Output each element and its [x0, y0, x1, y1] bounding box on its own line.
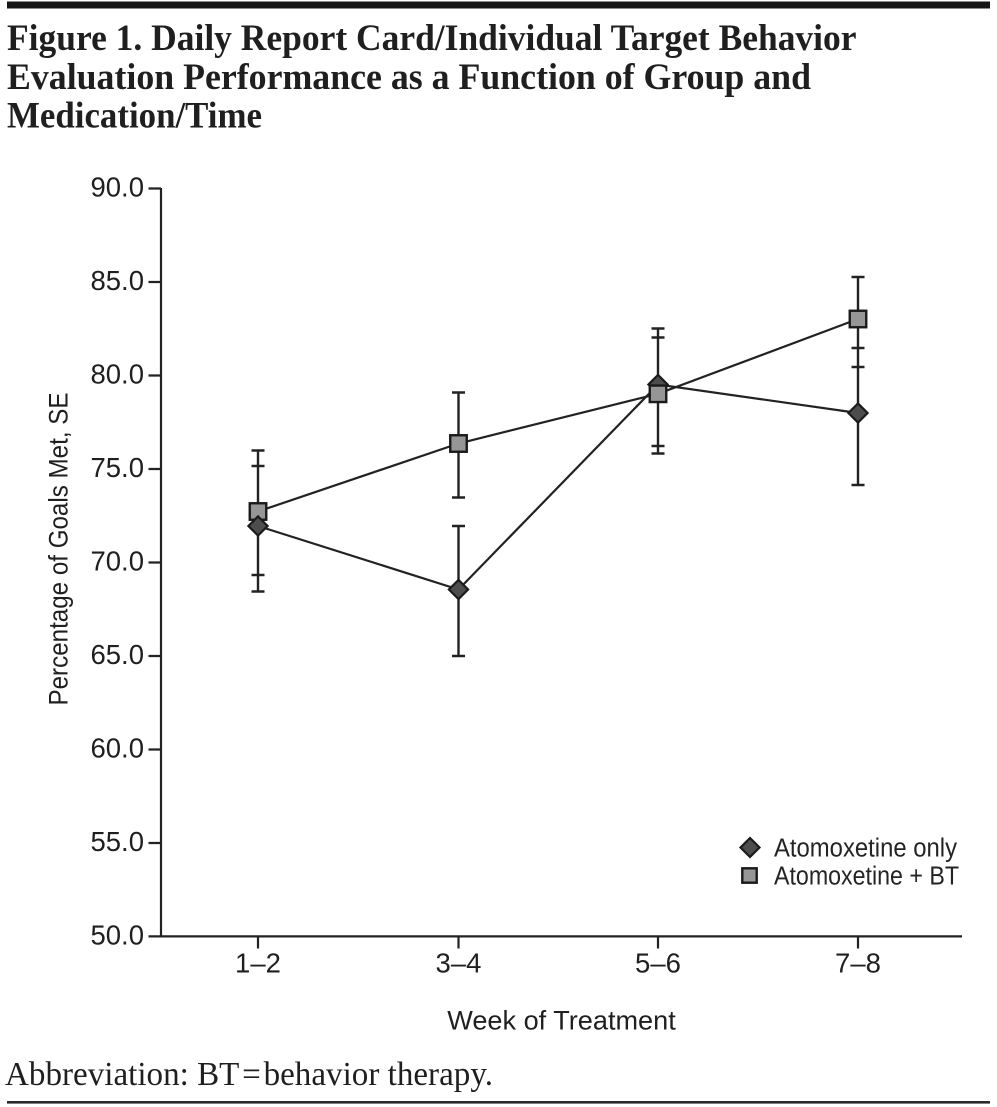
svg-text:85.0: 85.0 — [90, 265, 144, 296]
svg-text:Percentage of Goals Met, SE: Percentage of Goals Met, SE — [44, 393, 74, 706]
svg-text:Week of Treatment: Week of Treatment — [447, 1006, 676, 1036]
svg-text:Figure 1. Daily Report Card/In: Figure 1. Daily Report Card/Individual T… — [7, 17, 857, 58]
svg-text:75.0: 75.0 — [90, 452, 144, 483]
svg-text:Atomoxetine + BT: Atomoxetine + BT — [774, 863, 959, 891]
svg-text:80.0: 80.0 — [90, 359, 144, 390]
svg-text:3–4: 3–4 — [436, 948, 482, 979]
svg-text:60.0: 60.0 — [90, 733, 144, 764]
svg-text:70.0: 70.0 — [90, 546, 144, 577]
svg-text:5–6: 5–6 — [635, 948, 681, 979]
svg-text:Atomoxetine only: Atomoxetine only — [774, 835, 957, 863]
svg-text:50.0: 50.0 — [90, 919, 144, 950]
svg-text:1–2: 1–2 — [235, 948, 281, 979]
svg-text:Evaluation Performance as a Fu: Evaluation Performance as a Function of … — [7, 56, 811, 97]
svg-text:Abbreviation: BT = behavior th: Abbreviation: BT = behavior therapy. — [5, 1056, 493, 1093]
svg-text:65.0: 65.0 — [90, 639, 144, 670]
svg-text:55.0: 55.0 — [90, 826, 144, 857]
svg-text:90.0: 90.0 — [90, 172, 144, 203]
svg-text:7–8: 7–8 — [835, 948, 881, 979]
svg-text:Medication/Time: Medication/Time — [7, 95, 262, 136]
